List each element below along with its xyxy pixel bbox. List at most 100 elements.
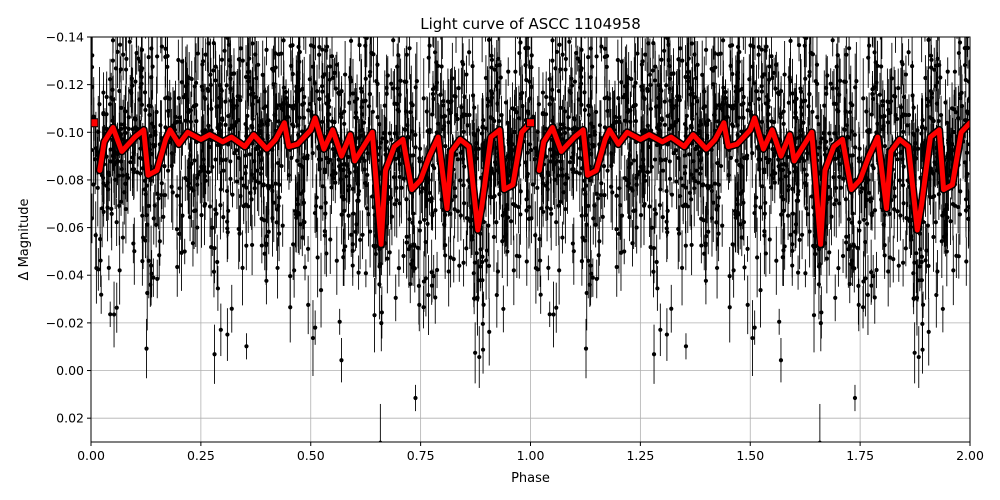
data-point — [574, 50, 579, 56]
data-point — [167, 96, 172, 101]
data-point — [177, 231, 182, 236]
data-point — [796, 188, 801, 194]
data-point — [579, 213, 584, 218]
data-point — [499, 113, 504, 118]
data-point — [259, 243, 264, 248]
data-point — [362, 167, 367, 172]
data-point — [700, 183, 705, 188]
data-point — [486, 37, 492, 42]
data-point — [911, 271, 916, 276]
data-point — [270, 188, 275, 194]
data-point — [759, 119, 764, 124]
data-point — [831, 175, 836, 180]
data-point — [738, 222, 743, 227]
data-point — [120, 235, 126, 240]
data-point — [614, 264, 619, 270]
data-point — [266, 229, 271, 234]
data-point — [370, 109, 375, 114]
data-point — [426, 55, 431, 60]
data-point — [838, 78, 843, 83]
data-point — [811, 313, 817, 318]
data-point — [358, 128, 363, 133]
data-point — [237, 94, 242, 99]
data-point — [931, 234, 936, 240]
data-point — [790, 248, 795, 254]
data-point — [113, 66, 119, 71]
data-point — [635, 172, 640, 178]
data-point — [617, 186, 622, 191]
data-point — [900, 157, 905, 162]
data-point — [470, 63, 475, 69]
data-point — [145, 290, 150, 296]
data-point — [612, 114, 618, 119]
data-point — [195, 182, 200, 187]
data-point — [667, 159, 672, 164]
data-point — [327, 77, 332, 82]
data-point — [684, 113, 689, 118]
data-point — [208, 82, 213, 88]
data-point — [895, 209, 900, 214]
data-point — [614, 193, 619, 198]
data-point — [265, 121, 270, 126]
data-point — [677, 94, 682, 99]
data-point — [882, 143, 888, 149]
data-point — [822, 152, 828, 157]
data-point — [803, 271, 808, 276]
data-point — [587, 282, 592, 287]
data-point — [192, 158, 197, 163]
data-point — [517, 254, 522, 259]
data-point — [349, 232, 354, 237]
data-point — [261, 183, 266, 188]
data-point — [929, 65, 934, 70]
data-point — [525, 150, 530, 155]
data-point — [244, 243, 249, 248]
data-point — [117, 268, 122, 273]
data-point — [763, 155, 769, 161]
data-point — [176, 95, 182, 101]
data-point — [413, 145, 418, 150]
data-point — [524, 77, 529, 83]
data-point — [358, 86, 364, 91]
data-point — [774, 62, 779, 67]
data-point — [903, 246, 908, 251]
data-point — [602, 96, 607, 101]
data-point — [317, 96, 322, 102]
data-point — [434, 80, 440, 85]
data-point — [706, 229, 711, 234]
data-point — [469, 237, 474, 242]
data-point — [594, 276, 599, 282]
data-point — [494, 220, 499, 225]
data-point — [494, 292, 499, 298]
data-point — [614, 227, 619, 232]
data-point — [586, 203, 591, 209]
data-point — [540, 112, 545, 117]
data-point — [116, 173, 121, 178]
data-point — [410, 220, 415, 225]
data-point — [253, 178, 258, 184]
data-point — [662, 99, 667, 104]
data-point — [273, 65, 278, 70]
data-point — [848, 101, 853, 106]
data-point — [844, 52, 849, 57]
data-point — [910, 63, 915, 69]
data-point — [798, 89, 804, 94]
data-point — [950, 201, 956, 207]
data-point — [788, 38, 793, 43]
data-point — [767, 237, 772, 242]
data-point — [461, 260, 466, 265]
data-point — [91, 84, 95, 89]
data-point — [273, 181, 278, 186]
data-point — [450, 76, 455, 81]
data-point — [147, 112, 152, 118]
data-point — [546, 265, 551, 270]
data-point — [320, 119, 325, 124]
data-point — [364, 206, 370, 211]
data-point — [538, 292, 543, 297]
data-point — [224, 188, 230, 194]
data-point — [489, 65, 494, 70]
data-point — [342, 109, 347, 114]
data-point — [409, 261, 414, 267]
data-point — [329, 185, 334, 190]
data-point — [651, 40, 656, 46]
data-point — [344, 174, 349, 179]
